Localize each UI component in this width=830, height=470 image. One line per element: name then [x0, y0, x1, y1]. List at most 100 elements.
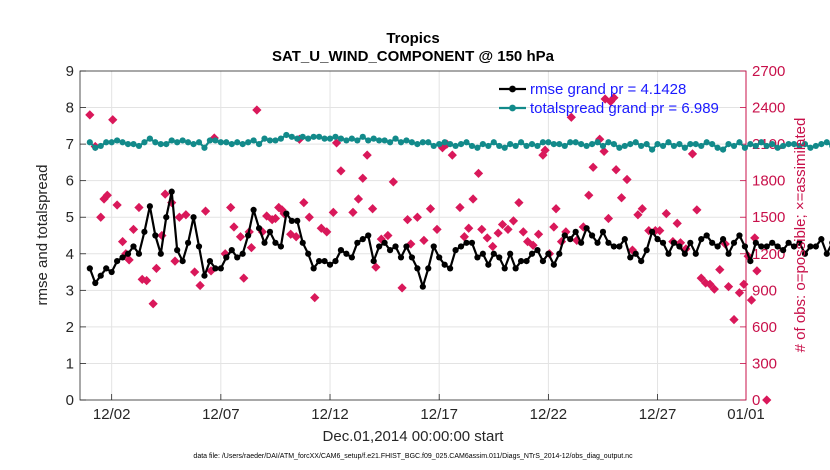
rmse-point: [517, 257, 525, 265]
obs-assimilated-marker: [705, 279, 715, 289]
rmse-point: [190, 214, 197, 221]
obs-assimilated-marker: [181, 210, 191, 220]
obs-assimilated-marker: [633, 210, 643, 220]
rmse-point: [550, 261, 557, 268]
rmse-point: [397, 254, 405, 261]
rmse-point: [572, 228, 579, 235]
totalspread-point: [430, 142, 437, 150]
rmse-point: [168, 188, 175, 195]
rmse-point: [698, 236, 705, 243]
obs-assimilated-marker: [540, 145, 550, 155]
totalspread-point: [528, 141, 536, 148]
rmse-point: [239, 250, 246, 257]
totalspread-point: [621, 142, 628, 150]
totalspread-point: [823, 139, 830, 146]
rmse-point: [294, 217, 301, 224]
rmse-point: [512, 265, 519, 272]
obs-assimilated-marker: [358, 173, 368, 183]
rmse-point: [130, 243, 137, 250]
obs-assimilated-marker: [353, 194, 364, 204]
obs-assimilated-marker: [229, 222, 239, 232]
totalspread-point: [370, 135, 377, 142]
obs-assimilated-marker: [464, 223, 474, 233]
totalspread-point: [747, 141, 754, 148]
totalspread-point: [725, 141, 732, 148]
totalspread-point: [801, 141, 809, 148]
totalspread-point: [539, 139, 547, 146]
totalspread-point: [507, 141, 514, 148]
totalspread-point: [719, 146, 727, 153]
rmse-point: [201, 272, 208, 279]
y-tick-label: 7: [66, 136, 74, 153]
y-tick-label: 2: [66, 319, 74, 336]
totalspread-point: [785, 141, 792, 148]
totalspread-point: [496, 142, 503, 150]
rmse-point: [146, 203, 153, 210]
totalspread-point: [124, 141, 132, 148]
obs-assimilated-marker: [425, 204, 436, 214]
rmse-point: [769, 239, 776, 246]
obs-possible-marker: [600, 94, 610, 104]
obs-assimilated-marker: [270, 213, 281, 224]
obs-assimilated-marker: [482, 233, 492, 243]
totalspread-point: [523, 142, 530, 150]
rmse-point: [250, 206, 257, 214]
totalspread-point: [294, 135, 301, 142]
rmse-point: [92, 279, 99, 287]
totalspread-point: [255, 141, 263, 148]
obs-assimilated-marker: [696, 273, 706, 283]
totalspread-point: [397, 139, 405, 146]
totalspread-point: [730, 142, 738, 150]
totalspread-point: [681, 144, 688, 151]
rmse-point: [179, 257, 186, 265]
rmse-point: [299, 239, 306, 246]
obs-assimilated-marker: [310, 293, 320, 303]
obs-assimilated-marker: [170, 256, 180, 266]
rmse-point: [370, 257, 377, 265]
rmse-point: [545, 250, 552, 257]
totalspread-point: [365, 137, 372, 144]
obs-assimilated-marker: [661, 208, 671, 219]
rmse-point: [730, 239, 738, 246]
rmse-point: [801, 250, 809, 257]
totalspread-point: [649, 146, 656, 153]
rmse-point: [676, 243, 683, 250]
totalspread-point: [272, 137, 279, 144]
legend-spread-label: totalspread grand pr = 6.989: [530, 100, 719, 117]
rmse-point: [796, 239, 803, 246]
rmse-point: [261, 239, 268, 246]
totalspread-point: [709, 141, 716, 148]
obs-assimilated-marker: [627, 245, 638, 255]
y-tick-label: 6: [66, 173, 74, 190]
obs-assimilated-marker: [588, 162, 598, 172]
rmse-point: [812, 243, 819, 250]
obs-assimilated-marker: [388, 177, 398, 187]
totalspread-point: [490, 139, 497, 146]
rmse-point: [616, 243, 623, 250]
rmse-point: [332, 257, 339, 265]
obs-assimilated-marker: [599, 146, 609, 157]
legend-rmse-marker: [509, 85, 516, 93]
y2-axis-ticks: 0300600900120015001800210024002700: [740, 63, 785, 409]
totalspread-point: [632, 139, 639, 146]
rmse-point: [588, 232, 596, 239]
y2-tick-label: 1800: [752, 173, 785, 190]
rmse-point: [141, 228, 148, 235]
rmse-point: [447, 265, 454, 272]
totalspread-point: [627, 141, 634, 148]
totalspread-point: [119, 139, 126, 146]
totalspread-point: [796, 142, 803, 150]
rmse-point: [807, 243, 814, 250]
obs-assimilated-marker: [739, 279, 749, 289]
obs-assimilated-marker: [402, 215, 413, 225]
rmse-point: [359, 236, 366, 243]
rmse-point: [790, 243, 798, 250]
rmse-point: [419, 283, 426, 290]
totalspread-point: [408, 139, 416, 146]
x-tick-label: 12/07: [202, 406, 240, 423]
totalspread-point: [665, 139, 672, 146]
totalspread-point: [103, 139, 110, 146]
legend-spread-marker: [509, 104, 516, 112]
y2-tick-label: 1500: [752, 209, 785, 226]
